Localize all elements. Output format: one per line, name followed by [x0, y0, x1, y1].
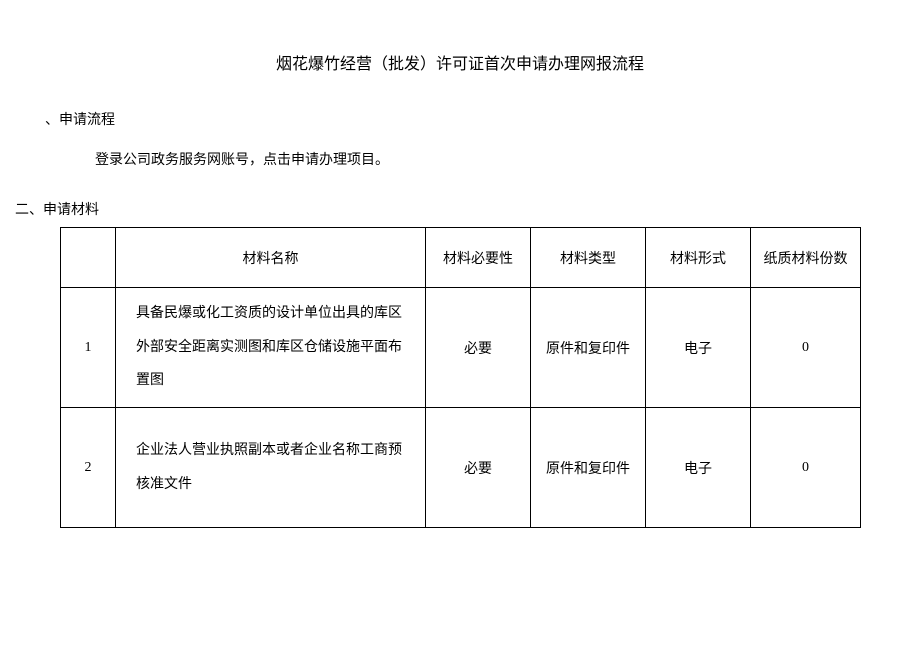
col-header-form: 材料形式	[646, 228, 751, 288]
section-1-heading: 、申请流程	[45, 109, 860, 129]
materials-table: 材料名称 材料必要性 材料类型 材料形式 纸质材料份数 1 具备民爆或化工资质的…	[60, 227, 861, 528]
table-row: 1 具备民爆或化工资质的设计单位出具的库区外部安全距离实测图和库区仓储设施平面布…	[61, 288, 861, 408]
cell-type: 原件和复印件	[531, 288, 646, 408]
cell-idx: 2	[61, 408, 116, 528]
page-title: 烟花爆竹经营（批发）许可证首次申请办理网报流程	[60, 50, 860, 74]
col-header-type: 材料类型	[531, 228, 646, 288]
cell-type: 原件和复印件	[531, 408, 646, 528]
col-header-empty	[61, 228, 116, 288]
cell-name: 企业法人营业执照副本或者企业名称工商预核准文件	[116, 408, 426, 528]
cell-name: 具备民爆或化工资质的设计单位出具的库区外部安全距离实测图和库区仓储设施平面布置图	[116, 288, 426, 408]
cell-required: 必要	[426, 288, 531, 408]
table-row: 2 企业法人营业执照副本或者企业名称工商预核准文件 必要 原件和复印件 电子 0	[61, 408, 861, 528]
table-header-row: 材料名称 材料必要性 材料类型 材料形式 纸质材料份数	[61, 228, 861, 288]
cell-idx: 1	[61, 288, 116, 408]
cell-count: 0	[751, 408, 861, 528]
cell-form: 电子	[646, 288, 751, 408]
cell-form: 电子	[646, 408, 751, 528]
cell-required: 必要	[426, 408, 531, 528]
col-header-count: 纸质材料份数	[751, 228, 861, 288]
section-1-body: 登录公司政务服务网账号，点击申请办理项目。	[95, 149, 860, 169]
cell-count: 0	[751, 288, 861, 408]
col-header-required: 材料必要性	[426, 228, 531, 288]
col-header-name: 材料名称	[116, 228, 426, 288]
section-2-heading: 二、申请材料	[15, 199, 860, 219]
